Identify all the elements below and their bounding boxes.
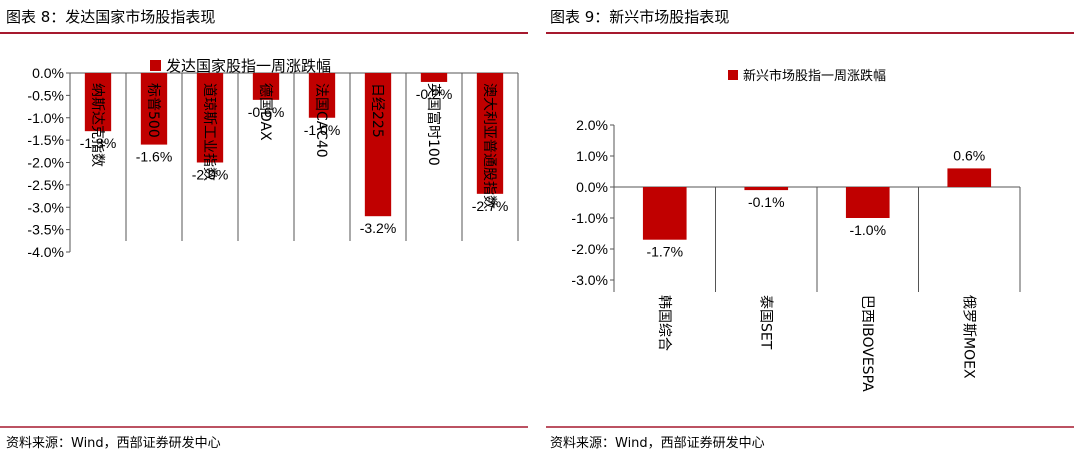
chart1-bar bbox=[140, 73, 168, 145]
chart2-category-label: 韩国综合 bbox=[656, 295, 672, 351]
chart2-bar bbox=[744, 187, 789, 191]
chart1-bar bbox=[308, 73, 336, 118]
chart1-bar bbox=[420, 73, 448, 82]
chart1-category-label: 道琼斯工业指数 bbox=[201, 83, 217, 181]
chart2-y-tick-label: 1.0% bbox=[576, 148, 608, 164]
emerging-markets-chart: 新兴市场股指一周涨跌幅 2.0% 1.0% 0.0% -1.0% -2.0% -3.0% -… bbox=[571, 68, 1021, 392]
fig2-caption: 图表 9：新兴市场股指表现 bbox=[550, 8, 729, 26]
chart1-data-label: -2.0% bbox=[192, 167, 229, 183]
fig2-source: 资料来源：Wind，西部证券研发中心 bbox=[550, 435, 765, 451]
chart2-data-label: -0.1% bbox=[748, 194, 785, 210]
chart1-bar bbox=[364, 73, 392, 217]
chart1-category-label: 标普500 bbox=[145, 83, 161, 138]
chart1-category-label: 英国富时100 bbox=[425, 83, 442, 166]
chart1-y-tick-label: -4.0% bbox=[27, 244, 64, 260]
chart1-bar bbox=[84, 73, 112, 132]
chart1-category-label: 澳大利亚普通股指数 bbox=[481, 83, 497, 209]
chart1-legend-label: 发达国家股指一周涨跌幅 bbox=[166, 57, 331, 75]
chart1-y-tick-label: -1.0% bbox=[27, 110, 64, 126]
chart1-data-label: -2.7% bbox=[472, 198, 509, 214]
chart2-legend-swatch bbox=[728, 70, 738, 80]
chart1-y-tick-label: -2.5% bbox=[27, 177, 64, 193]
chart2-bar bbox=[845, 187, 890, 218]
chart2-category-label: 俄罗斯MOEX bbox=[960, 295, 976, 379]
chart2-legend-label: 新兴市场股指一周涨跌幅 bbox=[743, 68, 886, 84]
chart1-y-tick-label: 0.0% bbox=[32, 65, 64, 81]
chart1-category-label: 德国DAX bbox=[257, 83, 273, 141]
chart1-y-tick-label: -3.0% bbox=[27, 199, 64, 215]
fig1-source: 资料来源：Wind，西部证券研发中心 bbox=[6, 435, 221, 451]
chart2-y-tick-label: -1.0% bbox=[571, 210, 608, 226]
chart1-legend-swatch bbox=[150, 60, 161, 71]
chart1-y-tick-label: -1.5% bbox=[27, 132, 64, 148]
developed-markets-chart: 发达国家股指一周涨跌幅 0.0% -0.5% -1.0% -1.5% -2.0% -2.5… bbox=[27, 57, 519, 260]
chart1-y-tick-label: -2.0% bbox=[27, 155, 64, 171]
chart1-data-label: -1.0% bbox=[304, 122, 341, 138]
chart1-bar bbox=[196, 73, 224, 163]
chart2-y-tick-label: -3.0% bbox=[571, 272, 608, 288]
chart2-y-tick-label: 0.0% bbox=[576, 179, 608, 195]
chart2-bar bbox=[642, 187, 687, 240]
chart1-data-label: -0.6% bbox=[248, 104, 285, 120]
chart2-y-tick-label: 2.0% bbox=[576, 117, 608, 133]
chart1-bar bbox=[252, 73, 280, 100]
chart1-category-label: 法国CAC40 bbox=[313, 83, 329, 158]
chart1-data-label: -3.2% bbox=[360, 220, 397, 236]
chart2-y-tick-label: -2.0% bbox=[571, 241, 608, 257]
chart2-data-label: -1.0% bbox=[849, 222, 886, 238]
chart2-category-label: 巴西IBOVESPA bbox=[859, 295, 875, 392]
chart1-y-tick-label: -3.5% bbox=[27, 222, 64, 238]
chart2-data-label: 0.6% bbox=[953, 147, 985, 163]
chart1-data-label: -0.2% bbox=[416, 86, 453, 102]
chart1-data-label: -1.6% bbox=[136, 149, 173, 165]
chart1-bar bbox=[476, 73, 504, 194]
chart2-category-label: 泰国SET bbox=[757, 295, 773, 350]
chart2-bar bbox=[947, 168, 992, 187]
chart1-y-tick-label: -0.5% bbox=[27, 87, 64, 103]
fig1-caption: 图表 8：发达国家市场股指表现 bbox=[6, 8, 215, 26]
chart1-category-label: 纳斯达克指数 bbox=[89, 83, 105, 167]
chart1-data-label: -1.3% bbox=[80, 135, 117, 151]
chart1-category-label: 日经225 bbox=[369, 83, 385, 138]
chart2-data-label: -1.7% bbox=[646, 244, 683, 260]
